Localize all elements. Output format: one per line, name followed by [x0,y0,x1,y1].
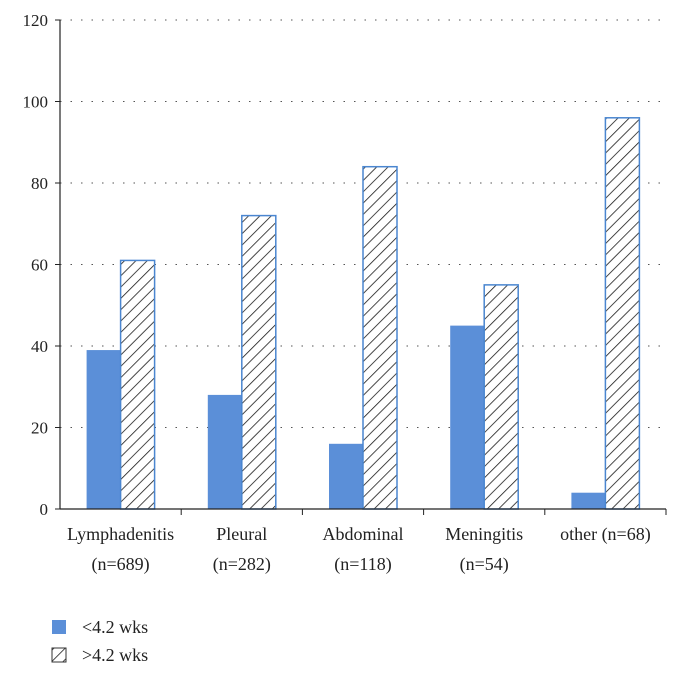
x-category-label: Meningitis [445,524,523,544]
bar-under-4-2-wks [207,394,242,509]
bar-under-4-2-wks [450,325,485,509]
axis-labels: 0 20 40 60 80 100 120 Lymphadenitis (n=689) Pleur… [23,11,651,575]
legend-swatch-over-4-2-wks [51,647,67,663]
bar-over-4-2-wks [483,284,519,510]
y-tick-label: 80 [31,174,48,193]
y-tick-label: 100 [23,93,49,112]
axes [55,19,667,515]
y-tick-label: 20 [31,419,48,438]
legend-label: >4.2 wks [82,645,148,665]
x-category-label: (n=689) [92,554,150,575]
x-category-label: Abdominal [323,524,404,544]
bar-over-4-2-wks [119,259,156,510]
legend-swatch-under-4-2-wks [52,620,66,634]
x-category-label: Lymphadenitis [67,524,174,544]
legend-label: <4.2 wks [82,617,148,637]
bar-over-4-2-wks [362,165,398,510]
bar-under-4-2-wks [329,443,363,509]
legend: <4.2 wks >4.2 wks [51,617,148,665]
x-category-label: other (n=68) [560,524,651,545]
y-tick-label: 40 [31,337,48,356]
gridlines [60,19,666,428]
y-tick-label: 60 [31,256,48,275]
x-category-label: (n=54) [460,554,509,575]
bar-under-4-2-wks [86,350,121,509]
x-category-label: Pleural [216,524,267,544]
bars [86,117,641,510]
bar-over-4-2-wks [604,117,641,510]
x-category-label: (n=118) [334,554,391,575]
bar-over-4-2-wks [241,214,277,510]
y-tick-label: 120 [23,11,49,30]
x-category-label: (n=282) [213,554,271,575]
y-tick-label: 0 [40,500,49,519]
bar-under-4-2-wks [571,492,606,509]
